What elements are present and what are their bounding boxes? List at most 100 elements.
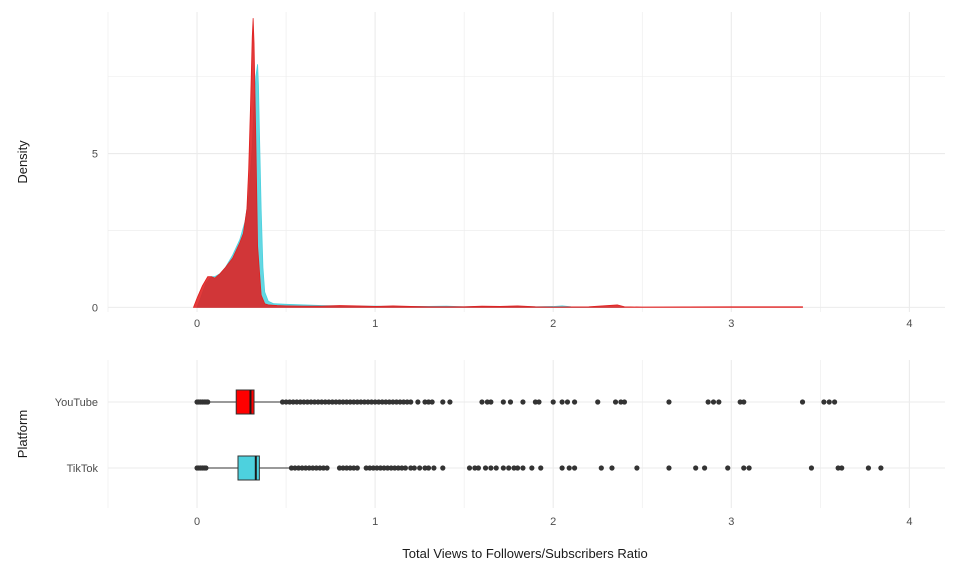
outlier-point-youtube	[507, 399, 514, 405]
density-tick-labels: 0 1 2 3 4 0 5	[92, 149, 913, 330]
boxplot-x-tick-label: 2	[550, 516, 556, 528]
outlier-point-tiktok	[741, 465, 747, 471]
outlier-point-tiktok	[538, 465, 544, 471]
outlier-point-tiktok	[571, 465, 578, 471]
density-area-series-0	[196, 64, 625, 308]
outlier-point-youtube	[383, 399, 389, 405]
outlier-point-youtube	[287, 399, 293, 405]
outlier-point-tiktok	[417, 465, 423, 471]
outlier-point-tiktok	[324, 465, 330, 471]
outlier-point-youtube	[393, 399, 400, 405]
outlier-point-youtube	[536, 399, 542, 405]
boxplot-x-tick-label: 3	[728, 516, 734, 528]
outlier-point-tiktok	[634, 465, 640, 471]
density-area-series-1	[192, 18, 803, 308]
outlier-point-youtube	[379, 399, 385, 405]
outlier-point-tiktok	[529, 465, 535, 471]
outlier-point-youtube	[520, 399, 526, 405]
outlier-point-youtube	[326, 399, 332, 405]
outlier-point-tiktok	[388, 465, 394, 471]
outlier-point-youtube	[351, 399, 357, 405]
outlier-point-youtube	[290, 399, 296, 405]
outlier-point-tiktok	[431, 465, 437, 471]
outlier-point-youtube	[621, 399, 628, 405]
density-panel: 0 1 2 3 4 0 5 Density	[15, 12, 945, 330]
outlier-point-youtube	[741, 399, 747, 405]
outlier-point-tiktok	[313, 465, 319, 471]
outlier-point-youtube	[666, 399, 672, 405]
outlier-point-tiktok	[288, 465, 295, 471]
outlier-point-youtube	[340, 399, 346, 405]
outlier-point-tiktok	[399, 465, 405, 471]
outlier-point-youtube	[390, 399, 396, 405]
outlier-point-tiktok	[865, 465, 872, 471]
outlier-point-youtube	[279, 399, 286, 405]
density-x-tick-label: 1	[372, 318, 378, 330]
outlier-point-tiktok	[511, 465, 517, 471]
outlier-point-tiktok	[440, 465, 446, 471]
outlier-point-tiktok	[878, 465, 884, 471]
outlier-point-youtube	[564, 399, 571, 405]
outlier-point-youtube	[710, 399, 717, 405]
outlier-point-tiktok	[340, 465, 346, 471]
outlier-point-tiktok	[566, 465, 572, 471]
outlier-point-youtube	[308, 399, 314, 405]
outlier-point-tiktok	[354, 465, 360, 471]
outlier-point-youtube	[559, 399, 565, 405]
outlier-point-youtube	[205, 399, 211, 405]
outlier-point-tiktok	[475, 465, 482, 471]
outlier-point-tiktok	[320, 465, 327, 471]
outlier-point-tiktok	[344, 465, 350, 471]
outlier-point-youtube	[294, 399, 300, 405]
outlier-point-youtube	[397, 399, 403, 405]
outlier-point-youtube	[799, 399, 806, 405]
outlier-point-youtube	[365, 399, 371, 405]
outlier-point-tiktok	[392, 465, 398, 471]
outlier-point-youtube	[826, 399, 832, 405]
outlier-point-youtube	[315, 399, 321, 405]
outlier-point-youtube	[329, 399, 335, 405]
outlier-point-tiktok	[310, 465, 316, 471]
outlier-point-tiktok	[609, 465, 615, 471]
outlier-point-tiktok	[482, 465, 489, 471]
density-x-tick-label: 4	[906, 318, 912, 330]
outlier-point-tiktok	[295, 465, 302, 471]
outlier-point-youtube	[479, 399, 485, 405]
density-x-tick-label: 3	[728, 318, 734, 330]
outlier-point-tiktok	[514, 465, 521, 471]
outlier-point-youtube	[304, 399, 311, 405]
outlier-point-youtube	[358, 399, 364, 405]
outlier-point-tiktok	[808, 465, 815, 471]
platform-y-axis-title: Platform	[15, 410, 30, 458]
density-x-tick-label: 2	[550, 318, 556, 330]
outlier-point-tiktok	[472, 465, 478, 471]
outlier-point-youtube	[488, 399, 494, 405]
outlier-point-tiktok	[317, 465, 323, 471]
outlier-point-tiktok	[725, 465, 731, 471]
outlier-point-tiktok	[666, 465, 672, 471]
density-areas	[192, 18, 803, 308]
outlier-point-youtube	[484, 399, 490, 405]
outlier-point-youtube	[447, 399, 453, 405]
outlier-point-youtube	[440, 399, 446, 405]
outlier-point-tiktok	[374, 465, 380, 471]
outlier-point-tiktok	[422, 465, 428, 471]
outlier-point-tiktok	[370, 465, 376, 471]
outlier-point-tiktok	[411, 465, 417, 471]
boxplot-x-tick-label: 4	[906, 516, 912, 528]
outlier-point-tiktok	[408, 465, 414, 471]
outlier-point-tiktok	[395, 465, 401, 471]
outlier-point-youtube	[297, 399, 303, 405]
outlier-point-youtube	[705, 399, 711, 405]
outlier-point-tiktok	[203, 465, 209, 471]
outlier-point-youtube	[283, 399, 289, 405]
outlier-point-youtube	[571, 399, 578, 405]
outlier-point-tiktok	[466, 465, 473, 471]
outlier-point-tiktok	[292, 465, 298, 471]
outlier-point-youtube	[386, 399, 392, 405]
outlier-point-youtube	[322, 399, 328, 405]
boxplot-x-tick-label: 1	[372, 516, 378, 528]
platform-tick-label: YouTube	[55, 397, 98, 409]
outlier-point-youtube	[532, 399, 539, 405]
density-y-tick-label: 5	[92, 149, 98, 161]
